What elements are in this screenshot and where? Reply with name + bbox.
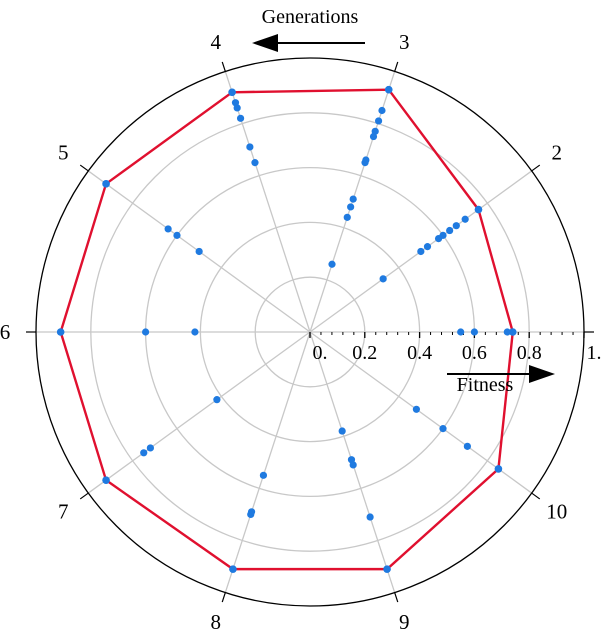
- generations-label: Generations: [262, 6, 359, 28]
- fitness-point: [446, 226, 454, 235]
- fitness-tick-label: 0.2: [352, 342, 377, 364]
- fitness-point: [251, 159, 259, 167]
- generation-label: 7: [58, 499, 69, 523]
- best-fitness-line: [59, 88, 514, 571]
- fitness-point: [343, 213, 351, 221]
- best-fitness-point: [383, 565, 391, 573]
- fitness-points: [56, 85, 517, 573]
- fitness-point: [362, 156, 370, 164]
- fitness-point: [457, 328, 465, 336]
- fitness-point: [173, 231, 181, 239]
- fitness-tick-label: 0.8: [517, 342, 542, 364]
- generations-arrow: [252, 34, 365, 52]
- generation-tick: [79, 492, 89, 500]
- fitness-point: [236, 114, 245, 122]
- generation-tick: [531, 164, 541, 172]
- fitness-point: [347, 203, 355, 211]
- generation-label: 3: [399, 30, 410, 54]
- generation-tick: [531, 492, 541, 500]
- fitness-point: [366, 513, 374, 521]
- fitness-point: [412, 405, 421, 413]
- fitness-point: [423, 243, 432, 251]
- fitness-point: [247, 510, 255, 519]
- fitness-point: [439, 231, 447, 239]
- fitness-point: [338, 427, 346, 435]
- fitness-point: [463, 442, 471, 450]
- fitness-point: [231, 99, 240, 107]
- generation-spoke: [87, 331, 311, 494]
- generation-label: 6: [0, 320, 10, 344]
- best-fitness-point: [474, 205, 483, 214]
- best-fitness-point: [228, 88, 236, 97]
- fitness-point: [371, 127, 379, 135]
- generation-label: 8: [210, 610, 221, 634]
- fitness-point: [378, 106, 386, 115]
- generation-spoke: [309, 331, 533, 494]
- fitness-point: [146, 444, 154, 452]
- fitness-point: [349, 461, 357, 469]
- fitness-tick-label: 0.: [313, 342, 328, 364]
- fitness-tick-labels: 0. 0.2 0.4 0.6 0.8 1.: [313, 342, 602, 364]
- generation-tick: [221, 592, 226, 603]
- best-fitness-point: [508, 328, 517, 336]
- best-fitness-point: [229, 565, 237, 573]
- fitness-point: [470, 328, 478, 336]
- generation-tick: [79, 164, 89, 172]
- generation-spoke: [224, 71, 311, 333]
- fitness-point: [503, 328, 511, 336]
- fitness-arrow: [447, 365, 555, 383]
- fitness-point: [195, 247, 203, 256]
- fitness-tick-label: 0.6: [462, 342, 487, 364]
- fitness-point: [140, 449, 148, 457]
- generation-tick: [394, 592, 399, 603]
- fitness-point: [439, 425, 447, 433]
- best-fitness-point: [56, 328, 65, 336]
- generation-spoke: [224, 331, 311, 593]
- fitness-tick-label: 1.: [587, 342, 602, 364]
- fitness-point: [349, 195, 357, 203]
- best-fitness-point: [384, 85, 393, 94]
- generation-label: 2: [552, 141, 563, 165]
- fitness-axis-ticks: [309, 332, 585, 338]
- fitness-point: [164, 225, 172, 233]
- best-fitness-point: [102, 180, 110, 188]
- generation-tick: [221, 61, 226, 72]
- fitness-point: [328, 260, 336, 268]
- fitness-tick-label: 0.4: [407, 342, 432, 364]
- fitness-point: [452, 222, 460, 230]
- fitness-point: [142, 328, 150, 336]
- fitness-point: [374, 117, 383, 125]
- generation-labels: 12345678910: [0, 30, 567, 634]
- fitness-point: [191, 328, 199, 336]
- generation-label: 10: [546, 499, 567, 523]
- fitness-label: Fitness: [457, 374, 514, 396]
- generation-label: 9: [399, 610, 410, 634]
- fitness-point: [379, 275, 387, 283]
- fitness-point: [259, 471, 268, 479]
- fitness-point: [213, 396, 221, 404]
- generation-tick: [394, 61, 399, 72]
- best-fitness-point: [102, 476, 110, 484]
- generation-label: 5: [58, 141, 69, 165]
- fitness-point: [417, 247, 425, 256]
- generation-label: 4: [210, 30, 221, 54]
- fitness-point: [246, 143, 254, 151]
- fitness-point: [461, 215, 469, 223]
- best-fitness-point: [494, 465, 503, 473]
